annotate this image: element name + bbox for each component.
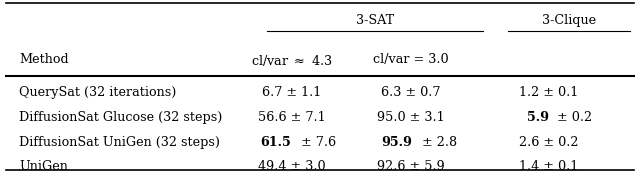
Text: 3-Clique: 3-Clique bbox=[542, 14, 596, 27]
Text: 2.6 ± 0.2: 2.6 ± 0.2 bbox=[519, 136, 579, 149]
Text: 3-SAT: 3-SAT bbox=[356, 14, 394, 27]
Text: 61.5: 61.5 bbox=[260, 136, 291, 149]
Text: 1.2 ± 0.1: 1.2 ± 0.1 bbox=[519, 86, 579, 99]
Text: 6.7 ± 1.1: 6.7 ± 1.1 bbox=[262, 86, 321, 99]
Text: 49.4 ± 3.0: 49.4 ± 3.0 bbox=[258, 160, 326, 173]
Text: cl/var $\approx$ 4.3: cl/var $\approx$ 4.3 bbox=[251, 53, 333, 68]
Text: Method: Method bbox=[19, 53, 68, 66]
Text: ± 2.8: ± 2.8 bbox=[418, 136, 457, 149]
Text: 5.9: 5.9 bbox=[527, 111, 548, 124]
Text: ± 0.2: ± 0.2 bbox=[553, 111, 593, 124]
Text: DiffusionSat UniGen (32 steps): DiffusionSat UniGen (32 steps) bbox=[19, 136, 220, 149]
Text: 1.4 ± 0.1: 1.4 ± 0.1 bbox=[519, 160, 579, 173]
Text: 95.0 ± 3.1: 95.0 ± 3.1 bbox=[377, 111, 445, 124]
Text: UniGen: UniGen bbox=[19, 160, 68, 173]
Text: 56.6 ± 7.1: 56.6 ± 7.1 bbox=[258, 111, 326, 124]
Text: 95.9: 95.9 bbox=[381, 136, 413, 149]
Text: 6.3 ± 0.7: 6.3 ± 0.7 bbox=[381, 86, 441, 99]
Text: DiffusionSat Glucose (32 steps): DiffusionSat Glucose (32 steps) bbox=[19, 111, 222, 124]
Text: ± 7.6: ± 7.6 bbox=[298, 136, 337, 149]
Text: cl/var = 3.0: cl/var = 3.0 bbox=[373, 53, 449, 66]
Text: QuerySat (32 iterations): QuerySat (32 iterations) bbox=[19, 86, 176, 99]
Text: 92.6 ± 5.9: 92.6 ± 5.9 bbox=[377, 160, 445, 173]
